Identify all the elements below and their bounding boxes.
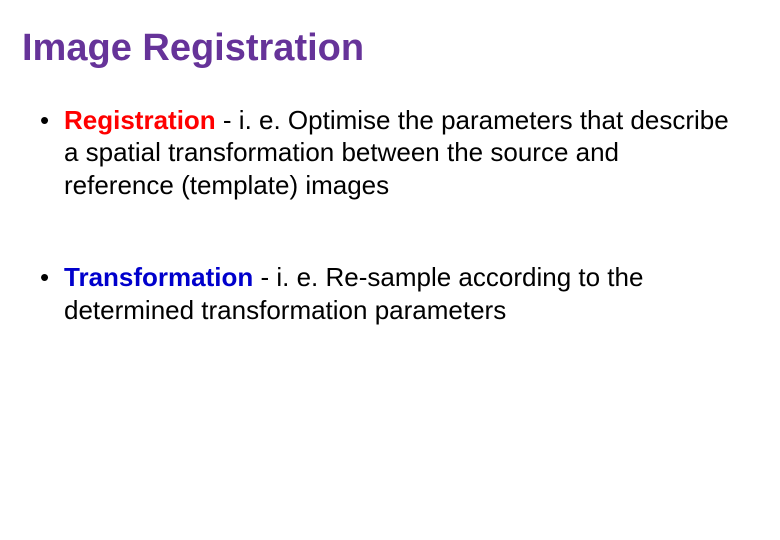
slide: Image Registration Registration - i. e. … <box>0 0 780 540</box>
bullet-list: Registration - i. e. Optimise the parame… <box>22 104 750 327</box>
bullet-item: Transformation - i. e. Re-sample accordi… <box>64 261 730 326</box>
term-transformation: Transformation <box>64 262 253 292</box>
bullet-item: Registration - i. e. Optimise the parame… <box>64 104 730 202</box>
term-registration: Registration <box>64 105 216 135</box>
slide-title: Image Registration <box>22 28 750 70</box>
